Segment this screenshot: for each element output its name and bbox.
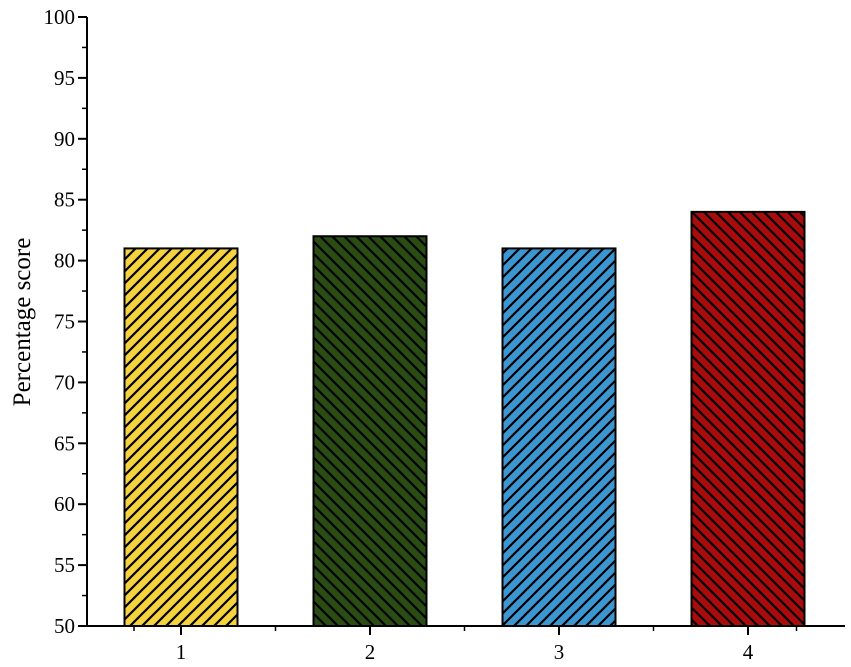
x-tick-label: 4 [743, 640, 754, 664]
bar-4 [690, 210, 806, 627]
y-axis-title: Percentage score [9, 238, 36, 407]
y-tick-label: 95 [54, 66, 75, 90]
y-tick-label: 65 [54, 431, 75, 455]
y-tick-label: 80 [54, 249, 75, 273]
bar-3 [501, 247, 617, 627]
y-tick-label: 85 [54, 188, 75, 212]
bar-2 [312, 235, 428, 628]
y-tick-label: 60 [54, 492, 75, 516]
y-tick-label: 55 [54, 553, 75, 577]
y-tick-label: 100 [44, 5, 76, 29]
y-tick-label: 70 [54, 370, 75, 394]
bar-1 [123, 247, 239, 627]
x-axis: 1 2 3 4 [87, 625, 845, 664]
x-tick-label: 3 [554, 640, 565, 664]
y-axis: 50 55 60 65 70 75 80 85 90 95 100 [44, 5, 88, 638]
x-tick-label: 1 [176, 640, 187, 664]
bars-group [123, 210, 806, 628]
y-tick-label: 50 [54, 614, 75, 638]
y-tick-label: 90 [54, 127, 75, 151]
y-tick-label: 75 [54, 310, 75, 334]
x-tick-label: 2 [365, 640, 376, 664]
